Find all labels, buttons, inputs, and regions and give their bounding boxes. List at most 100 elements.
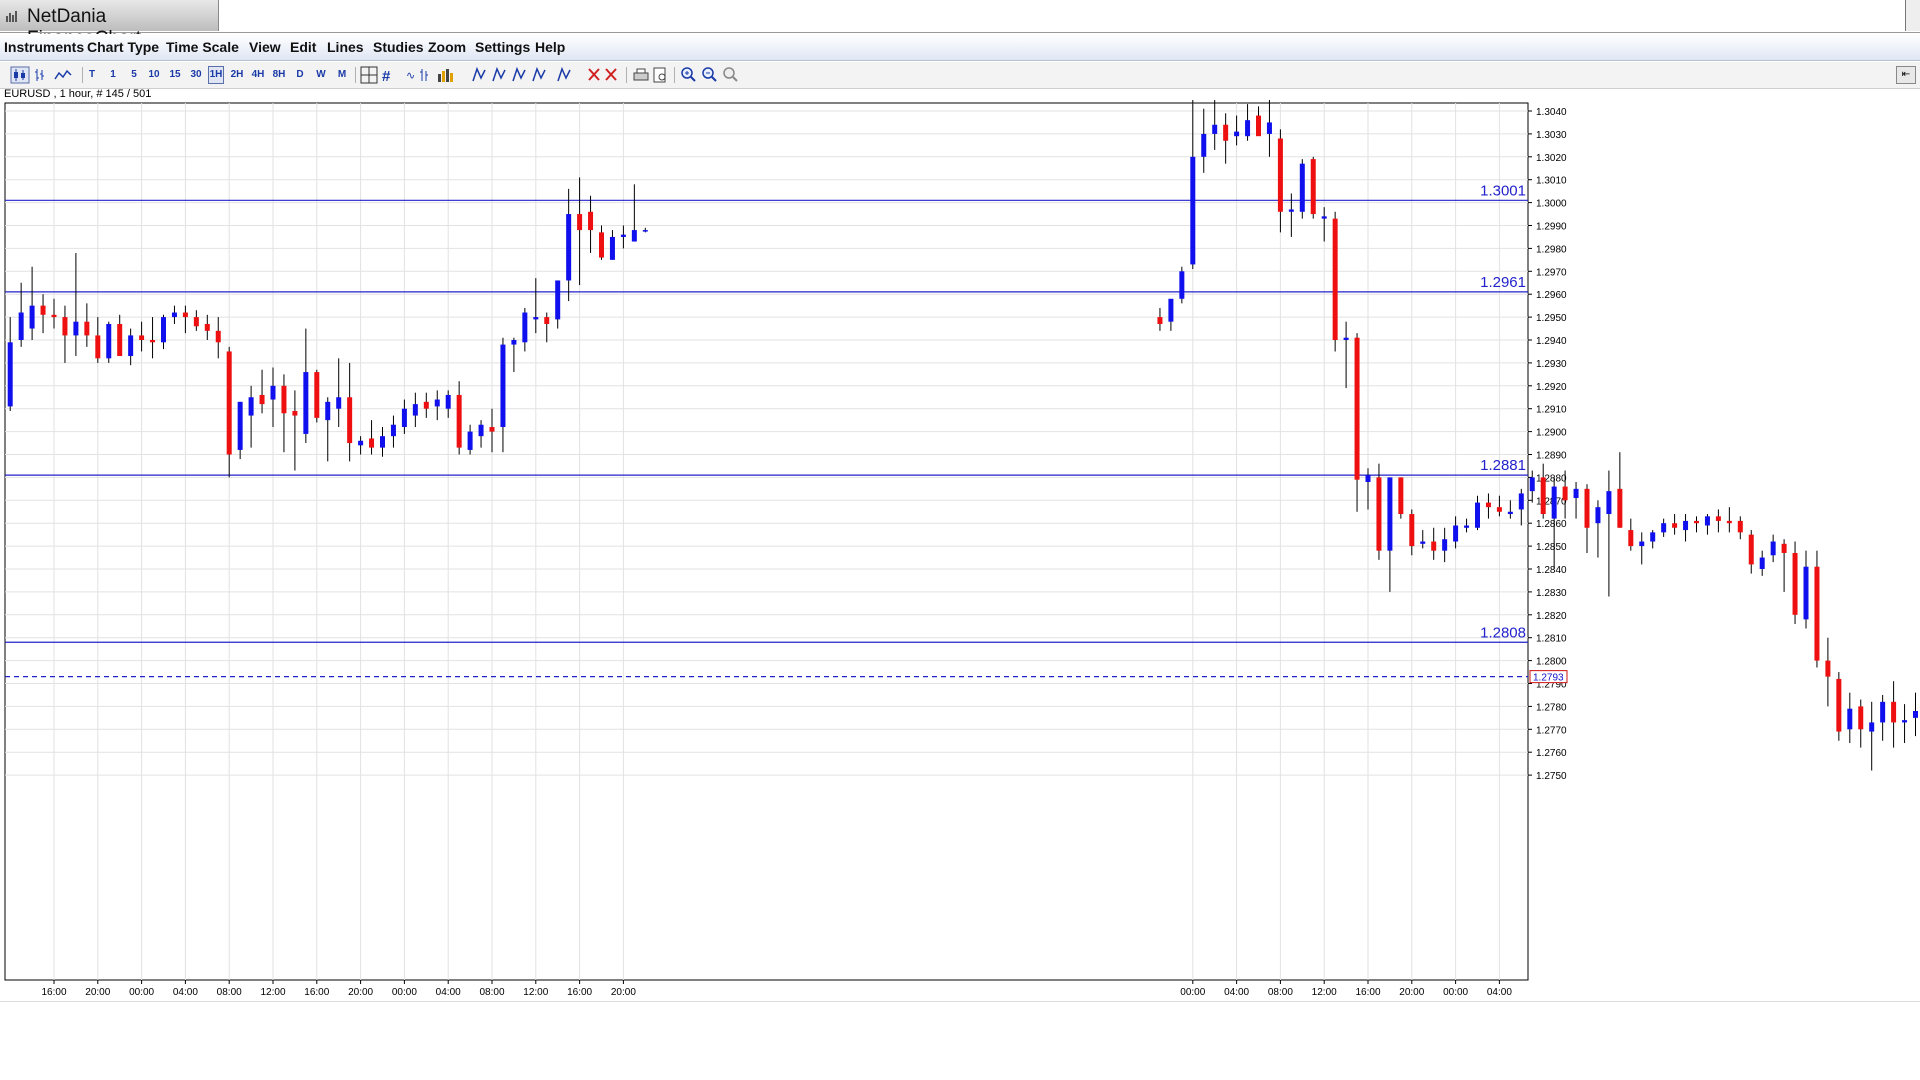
timescale-weekly-button[interactable]: W — [316, 69, 326, 80]
candle-body — [599, 232, 604, 258]
candle-down — [281, 374, 287, 453]
candle-body — [1617, 488, 1623, 528]
candle-body — [150, 340, 156, 343]
menu-view[interactable]: View — [249, 39, 281, 55]
candle-body — [171, 312, 177, 318]
candle-body — [1266, 122, 1272, 134]
candle-down — [226, 346, 232, 478]
candle-body — [1540, 477, 1546, 515]
candle-down — [40, 294, 46, 334]
candle-body — [1847, 708, 1853, 730]
level-line-label: 1.3001 — [1480, 182, 1526, 199]
candle-body — [1310, 159, 1316, 215]
candle-up — [500, 337, 506, 453]
candle-body — [369, 438, 375, 448]
menu-edit[interactable]: Edit — [290, 39, 317, 55]
menu-instruments[interactable]: Instruments — [4, 39, 85, 55]
window-title-tab[interactable]: NetDania FinanceChart — [0, 0, 219, 49]
menu-lines[interactable]: Lines — [327, 39, 364, 55]
timescale-4h-button[interactable]: 4H — [251, 69, 265, 80]
candle-up — [1212, 100, 1218, 150]
candle-body — [1628, 530, 1634, 547]
candle-down — [1814, 550, 1820, 668]
symbol-info: EURUSD , 1 hour, # 145 / 501 — [4, 88, 152, 100]
y-tick-label: 1.2990 — [1536, 222, 1567, 233]
chart-type-icons[interactable] — [10, 66, 76, 84]
candle-body — [325, 401, 331, 421]
candle-body — [434, 399, 440, 407]
zoom-icons[interactable] — [680, 66, 740, 84]
candle-body — [1431, 541, 1437, 551]
menu-chart-type[interactable]: Chart Type — [87, 39, 160, 55]
toolbar-separator — [82, 67, 83, 83]
candle-body — [1902, 720, 1908, 723]
y-tick-label: 1.2960 — [1536, 290, 1567, 301]
x-tick-label: 04:00 — [1487, 987, 1512, 998]
y-tick-label: 1.2770 — [1536, 725, 1567, 736]
delete-icons[interactable] — [586, 66, 622, 84]
menu-studies[interactable]: Studies — [373, 39, 424, 55]
y-tick-label: 1.2900 — [1536, 428, 1567, 439]
drawing-tools-icons[interactable] — [472, 66, 584, 84]
candle-down — [117, 314, 123, 357]
candle-body — [314, 372, 320, 418]
price-chart[interactable]: 1.3040 1.3030 1.3020 1.3010 1.3000 1.2990 1.29… — [0, 100, 1920, 1000]
menu-time-scale[interactable]: Time Scale — [166, 39, 239, 55]
menu-zoom[interactable]: Zoom — [428, 39, 467, 55]
candle-body — [1836, 678, 1842, 732]
candle-body — [533, 317, 539, 320]
candle-up — [642, 227, 648, 233]
candle-down — [259, 369, 265, 414]
timescale-1h-button[interactable]: 1H — [208, 66, 224, 84]
toolbar: T 1 5 10 15 30 1H 2H 4H 8H D W M # ∿ — [0, 62, 1920, 89]
chart-app-icon — [6, 11, 17, 22]
timescale-10m-button[interactable]: 10 — [148, 69, 160, 80]
candle-up — [620, 225, 626, 249]
timescale-30m-button[interactable]: 30 — [190, 69, 202, 80]
timescale-15m-button[interactable]: 15 — [169, 69, 181, 80]
candle-down — [1836, 672, 1842, 741]
timescale-2h-button[interactable]: 2H — [230, 69, 244, 80]
y-tick-label: 1.2760 — [1536, 748, 1567, 759]
print-icons[interactable] — [632, 66, 672, 84]
candle-body — [51, 314, 57, 318]
candle-up — [1880, 694, 1886, 741]
panel-toggle-button[interactable]: ⇤ — [1896, 66, 1916, 84]
candle-body — [489, 427, 495, 432]
menu-settings[interactable]: Settings — [475, 39, 531, 55]
candle-body — [1584, 488, 1590, 528]
candle-up — [1704, 514, 1710, 535]
menu-help[interactable]: Help — [535, 39, 566, 55]
y-tick-label: 1.2970 — [1536, 267, 1567, 278]
candle-body — [193, 317, 199, 327]
candle-down — [1332, 211, 1338, 352]
candle-down — [1715, 509, 1721, 533]
window-edge-button[interactable] — [1905, 0, 1920, 31]
candle-body — [1299, 163, 1305, 212]
candle-up — [128, 328, 134, 366]
candle-up — [336, 358, 342, 428]
candle-body — [1639, 541, 1645, 547]
timescale-1m-button[interactable]: 1 — [110, 69, 116, 80]
timescale-monthly-button[interactable]: M — [337, 69, 347, 80]
candle-up — [1902, 704, 1908, 744]
candle-body — [259, 394, 265, 405]
crosshair-grid-icons[interactable]: # — [360, 66, 400, 84]
x-tick-label: 12:00 — [1312, 987, 1337, 998]
candle-body — [1168, 298, 1174, 322]
candle-body — [1376, 477, 1382, 551]
timescale-8h-button[interactable]: 8H — [272, 69, 286, 80]
candle-up — [1507, 500, 1513, 519]
candle-body — [303, 372, 309, 434]
candle-up — [270, 367, 276, 428]
timescale-tick-button[interactable]: T — [88, 69, 96, 80]
candle-up — [1847, 692, 1853, 744]
timescale-daily-button[interactable]: D — [296, 69, 304, 80]
candle-body — [7, 342, 13, 407]
candle-body — [281, 385, 287, 414]
study-icons[interactable]: ∿ — [406, 66, 466, 84]
candle-body — [1245, 120, 1251, 137]
candle-down — [1825, 637, 1831, 707]
candle-body — [380, 436, 385, 448]
timescale-5m-button[interactable]: 5 — [131, 69, 137, 80]
